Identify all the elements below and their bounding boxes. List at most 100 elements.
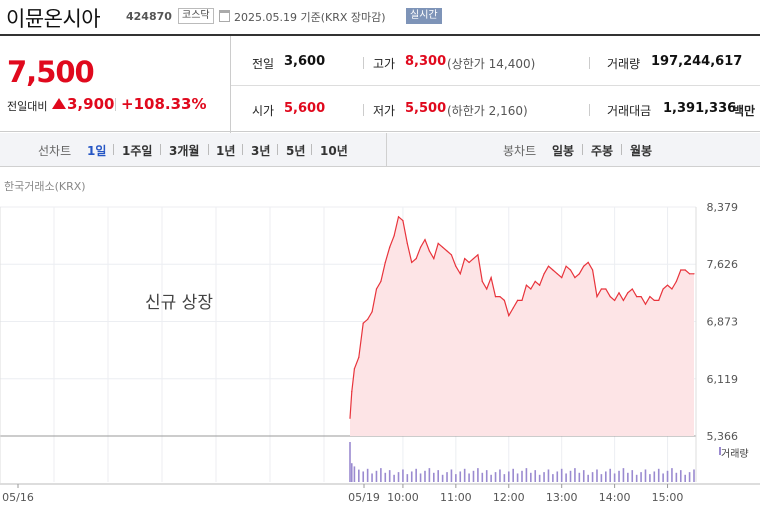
divider [113, 144, 114, 155]
volume-bar [450, 469, 453, 482]
volume-bar [547, 469, 550, 482]
volume-bar [565, 473, 567, 482]
divider [311, 144, 312, 155]
price-point [578, 273, 580, 275]
price-point [402, 220, 404, 222]
volume-bar [472, 470, 475, 482]
divider [363, 104, 364, 116]
price-point [477, 254, 479, 256]
price-point [415, 258, 417, 260]
divider [621, 144, 622, 155]
tab-1-year[interactable]: 1년 [216, 144, 236, 158]
up-triangle-icon [52, 98, 66, 109]
volume-bar [424, 470, 426, 482]
amount-unit: 백만 [733, 104, 756, 118]
base-date: 2025.05.19 기준(KRX 장마감) [234, 11, 386, 24]
volume-bar [350, 463, 353, 482]
tab-5-year[interactable]: 5년 [286, 144, 306, 158]
price-point [653, 299, 655, 302]
volume-bar [406, 474, 409, 482]
high-value: 8,300 [405, 54, 447, 69]
tab-weekly-candle[interactable]: 주봉 [591, 144, 614, 158]
price-point [406, 242, 408, 245]
tab-monthly-candle[interactable]: 월봉 [630, 144, 653, 158]
y-tick-label: 5,366 [707, 430, 739, 443]
stock-name: 이뮨온시아 [6, 7, 101, 31]
price-point [494, 296, 497, 298]
price-point [481, 280, 483, 283]
volume-bar [635, 474, 638, 482]
realtime-button[interactable]: 실시간 [406, 8, 442, 24]
price-point [464, 258, 466, 260]
volume-bar [490, 474, 492, 482]
volume-bar [530, 472, 532, 482]
divider [589, 57, 590, 69]
volume-bar [613, 473, 616, 482]
volume-label: 거래량 [607, 57, 641, 71]
price-point [508, 315, 510, 317]
price-point [512, 307, 514, 309]
price-point [561, 277, 563, 279]
price-point [675, 280, 677, 283]
price-point [587, 261, 589, 264]
price-area-fill [350, 216, 694, 436]
divider [589, 104, 590, 116]
volume-bar [684, 474, 686, 482]
price-point [583, 265, 585, 267]
volume-bar [591, 472, 594, 482]
price-point [490, 277, 492, 279]
y-tick-label: 8,379 [707, 201, 739, 214]
price-point [658, 299, 660, 302]
price-point [627, 292, 629, 294]
price-point [362, 322, 364, 324]
volume-legend-label: 거래량 [721, 449, 749, 460]
price-point [468, 261, 470, 264]
volume-bar [397, 472, 400, 482]
price-point [636, 296, 638, 298]
divider [386, 133, 387, 167]
volume-bar [410, 471, 413, 482]
volume-bar [441, 474, 444, 482]
tab-1-week[interactable]: 1주일 [122, 144, 153, 158]
volume-bar [521, 470, 523, 482]
x-tick-label: 15:00 [652, 491, 684, 504]
tab-1-day[interactable]: 1일 [87, 144, 107, 158]
price-point [389, 246, 391, 248]
volume-bar [380, 468, 382, 482]
price-point [539, 284, 541, 286]
x-tick-label: 10:00 [387, 491, 419, 504]
volume-bar [384, 472, 387, 482]
tab-3-year[interactable]: 3년 [251, 144, 271, 158]
volume-bar [366, 468, 369, 482]
change-rate: +108.33% [121, 95, 207, 113]
low-label: 저가 [373, 104, 396, 118]
price-point [684, 269, 686, 271]
price-point [371, 311, 373, 313]
price-point [671, 288, 673, 290]
market-badge: 코스닥 [178, 8, 214, 24]
tab-daily-candle[interactable]: 일봉 [552, 144, 575, 158]
volume-bar [459, 471, 462, 482]
price-point [556, 273, 558, 275]
volume-bar [353, 466, 356, 482]
price-chart[interactable]: 8,379 7,626 6,873 6,119 5,366 05/16 05/19 10:00… [0, 196, 760, 510]
volume-bar [657, 468, 660, 482]
exchange-label: 한국거래소(KRX) [4, 180, 86, 193]
volume-bar [446, 472, 448, 482]
price-point [455, 265, 457, 267]
volume-bar [574, 468, 576, 482]
price-point [358, 356, 360, 359]
amount-label: 거래대금 [607, 104, 652, 118]
volume-bar [671, 468, 673, 482]
tab-10-year[interactable]: 10년 [320, 144, 348, 158]
volume-bar [375, 470, 378, 482]
volume-bar [481, 472, 484, 482]
price-point [600, 288, 602, 290]
tab-3-month[interactable]: 3개월 [169, 144, 200, 158]
prev-close-value: 3,600 [284, 54, 326, 69]
volume-bar [543, 472, 545, 482]
volume-bar [596, 469, 598, 482]
chart-period-tabs: 선차트 1일 1주일 3개월 1년 3년 5년 10년 봉차트 일봉 주봉 월봉 [0, 133, 760, 167]
volume-bar [587, 474, 589, 482]
price-point [666, 284, 669, 286]
